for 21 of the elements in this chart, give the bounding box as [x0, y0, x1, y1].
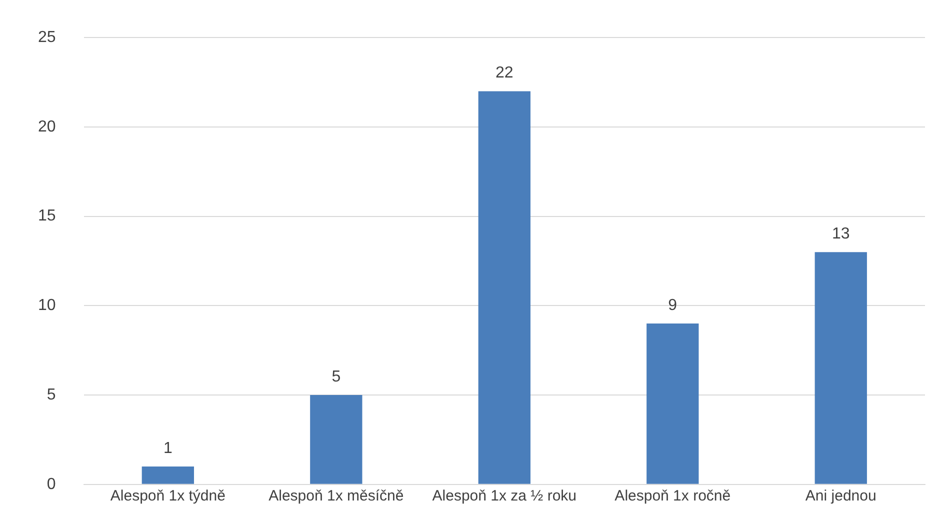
bar: [646, 324, 699, 484]
x-tick-label: Alespoň 1x měsíčně: [268, 488, 404, 505]
x-tick-label: Ani jednou: [805, 488, 876, 505]
y-tick-label: 0: [46, 476, 56, 493]
bar: [142, 466, 194, 484]
bar: [814, 252, 867, 484]
x-tick-label: Alespoň 1x za ½ roku: [432, 488, 577, 505]
data-label: 9: [668, 296, 678, 314]
data-label: 1: [163, 440, 172, 457]
data-label: 13: [832, 225, 850, 242]
bar: [478, 91, 530, 484]
y-tick-label: 20: [38, 118, 56, 136]
data-label: 22: [496, 64, 514, 82]
y-tick-label: 5: [46, 386, 56, 404]
bar: [310, 395, 362, 484]
y-tick-label: 15: [38, 208, 56, 225]
x-tick-label: Alespoň 1x ročně: [614, 488, 731, 505]
x-tick-label: Alespoň 1x týdně: [110, 488, 226, 505]
data-label: 5: [332, 368, 341, 386]
y-tick-label: 25: [38, 29, 56, 46]
y-tick-label: 10: [38, 297, 56, 314]
